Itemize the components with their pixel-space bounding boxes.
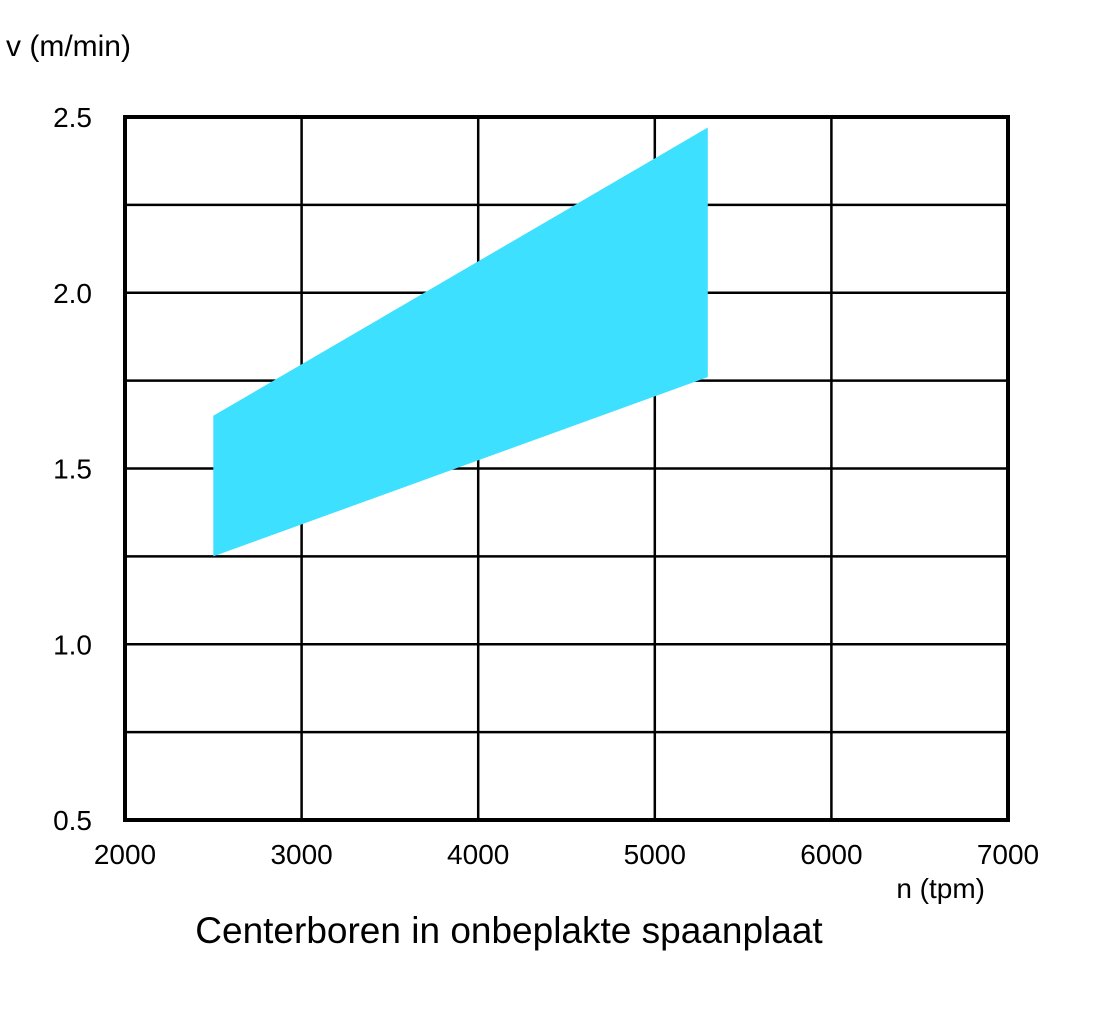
area-layer [213,127,708,557]
x-tick-label: 2000 [94,839,156,870]
chart-title: Centerboren in onbeplakte spaanplaat [195,910,823,951]
y-axis-label: v (m/min) [6,30,131,63]
range-area [213,127,708,557]
y-tick-label: 1.0 [53,629,92,660]
x-tick-label: 3000 [270,839,332,870]
y-tick-label: 2.5 [53,102,92,133]
plot-frame [123,115,1010,822]
y-tick-label: 1.5 [53,454,92,485]
x-axis-label: n (tpm) [896,873,985,904]
x-tick-label: 5000 [624,839,686,870]
tick-labels: 2000 3000 4000 5000 6000 7000 0.5 1.0 1.5 2.0 2.5 [53,102,1039,870]
x-tick-label: 4000 [447,839,509,870]
x-tick-label: 6000 [800,839,862,870]
y-tick-label: 0.5 [53,805,92,836]
y-tick-label: 2.0 [53,278,92,309]
x-tick-label: 7000 [977,839,1039,870]
